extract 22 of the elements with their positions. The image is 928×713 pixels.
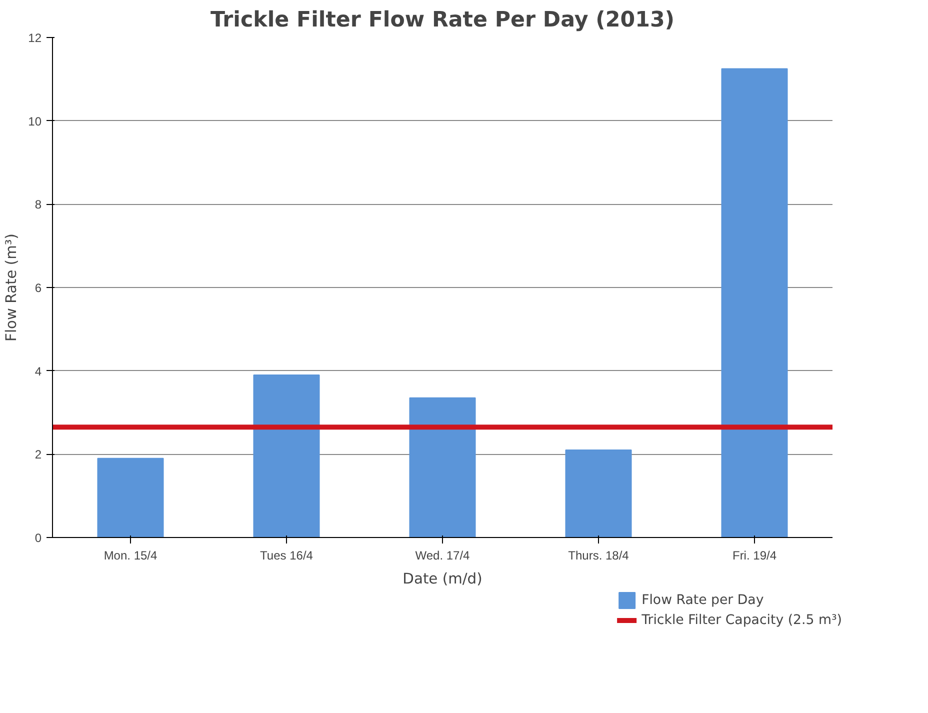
x-tick-label: Thurs. 18/4 [568, 548, 630, 562]
y-tick-label: 2 [34, 448, 42, 462]
chart-title: Trickle Filter Flow Rate Per Day (2013) [210, 8, 675, 32]
bar [253, 374, 320, 538]
y-tick-label: 6 [34, 281, 42, 295]
x-tick-label: Wed. 17/4 [415, 548, 470, 562]
bar [97, 458, 164, 538]
bar [565, 450, 632, 538]
y-tick-label: 4 [34, 364, 42, 378]
x-tick-label: Fri. 19/4 [732, 548, 777, 562]
legend-label: Trickle Filter Capacity (2.5 m³) [642, 612, 842, 628]
y-tick-label: 0 [34, 531, 42, 545]
legend-label: Flow Rate per Day [642, 592, 764, 608]
y-tick-label: 8 [34, 198, 42, 212]
x-axis-title: Date (m/d) [402, 570, 482, 588]
y-tick-label: 12 [28, 31, 42, 45]
y-tick-label: 10 [28, 114, 42, 128]
bar [409, 397, 476, 538]
x-tick-label: Mon. 15/4 [104, 548, 158, 562]
x-tick-label: Tues 16/4 [260, 548, 314, 562]
y-axis-title: Flow Rate (m³) [3, 234, 20, 342]
bar [721, 68, 788, 538]
